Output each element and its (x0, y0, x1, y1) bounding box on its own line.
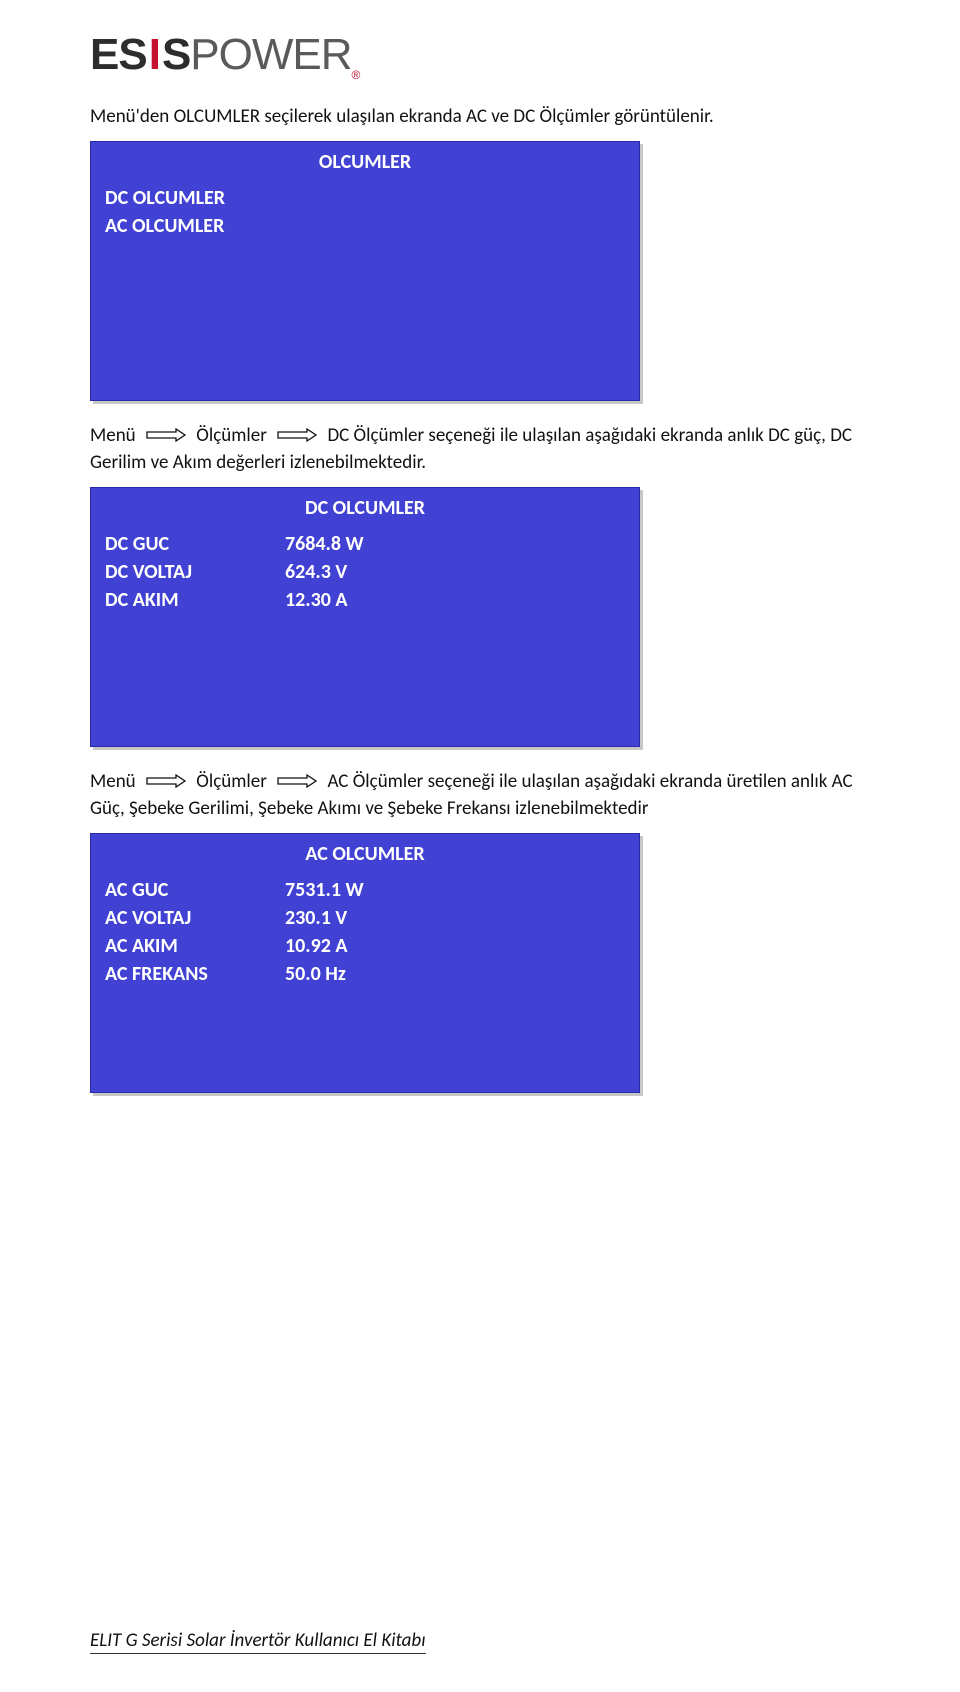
kv-value: 7531.1 W (285, 878, 364, 902)
text-seg: Ölçümler (196, 770, 271, 793)
table-row: AC FREKANS50.0 Hz (105, 962, 625, 986)
list-item-label: DC OLCUMLER (105, 186, 225, 210)
kv-key: AC FREKANS (105, 962, 285, 986)
table-row: DC AKIM12.30 A (105, 588, 625, 612)
panel-olcumler: OLCUMLER DC OLCUMLER AC OLCUMLER (90, 141, 640, 401)
kv-value: 230.1 V (285, 906, 347, 930)
kv-value: 12.30 A (285, 588, 348, 612)
paragraph-dc: Menü Ölçümler DC Ölçümler seçeneği ile u… (90, 423, 870, 475)
panel-title: AC OLCUMLER (105, 842, 625, 866)
paragraph-ac: Menü Ölçümler AC Ölçümler seçeneği ile u… (90, 769, 870, 821)
kv-key: DC VOLTAJ (105, 560, 285, 584)
arrow-right-icon (146, 770, 186, 796)
arrow-right-icon (277, 424, 317, 450)
panel-dc-olcumler: DC OLCUMLER DC GUC7684.8 W DC VOLTAJ624.… (90, 487, 640, 747)
logo-es: ES (90, 30, 147, 79)
kv-value: 624.3 V (285, 560, 347, 584)
table-row: AC AKIM10.92 A (105, 934, 625, 958)
kv-value: 10.92 A (285, 934, 348, 958)
list-item-label: AC OLCUMLER (105, 214, 224, 238)
text-seg: Menü (90, 424, 140, 447)
kv-key: DC GUC (105, 532, 285, 556)
table-row: AC VOLTAJ230.1 V (105, 906, 625, 930)
footer-text: ELIT G Serisi Solar İnvertör Kullanıcı E… (90, 1629, 426, 1654)
panel-title: DC OLCUMLER (105, 496, 625, 520)
arrow-right-icon (146, 424, 186, 450)
logo-s2: S (162, 30, 190, 79)
kv-key: AC AKIM (105, 934, 285, 958)
kv-key: AC VOLTAJ (105, 906, 285, 930)
table-row: DC VOLTAJ624.3 V (105, 560, 625, 584)
text-seg: Ölçümler (196, 424, 271, 447)
panel-title: OLCUMLER (105, 150, 625, 174)
list-item: DC OLCUMLER (105, 186, 625, 210)
intro-paragraph: Menü'den OLCUMLER seçilerek ulaşılan ekr… (90, 104, 870, 130)
panel-ac-olcumler: AC OLCUMLER AC GUC7531.1 W AC VOLTAJ230.… (90, 833, 640, 1093)
logo-reg: ® (352, 68, 360, 82)
text-seg: Menü (90, 770, 140, 793)
kv-value: 7684.8 W (285, 532, 364, 556)
arrow-right-icon (277, 770, 317, 796)
kv-key: DC AKIM (105, 588, 285, 612)
logo-power: POWER (190, 30, 351, 79)
brand-logo: ESISPOWER® (90, 30, 870, 82)
kv-key: AC GUC (105, 878, 285, 902)
table-row: DC GUC7684.8 W (105, 532, 625, 556)
list-item: AC OLCUMLER (105, 214, 625, 238)
table-row: AC GUC7531.1 W (105, 878, 625, 902)
logo-bar: I (147, 30, 162, 79)
kv-value: 50.0 Hz (285, 962, 346, 986)
